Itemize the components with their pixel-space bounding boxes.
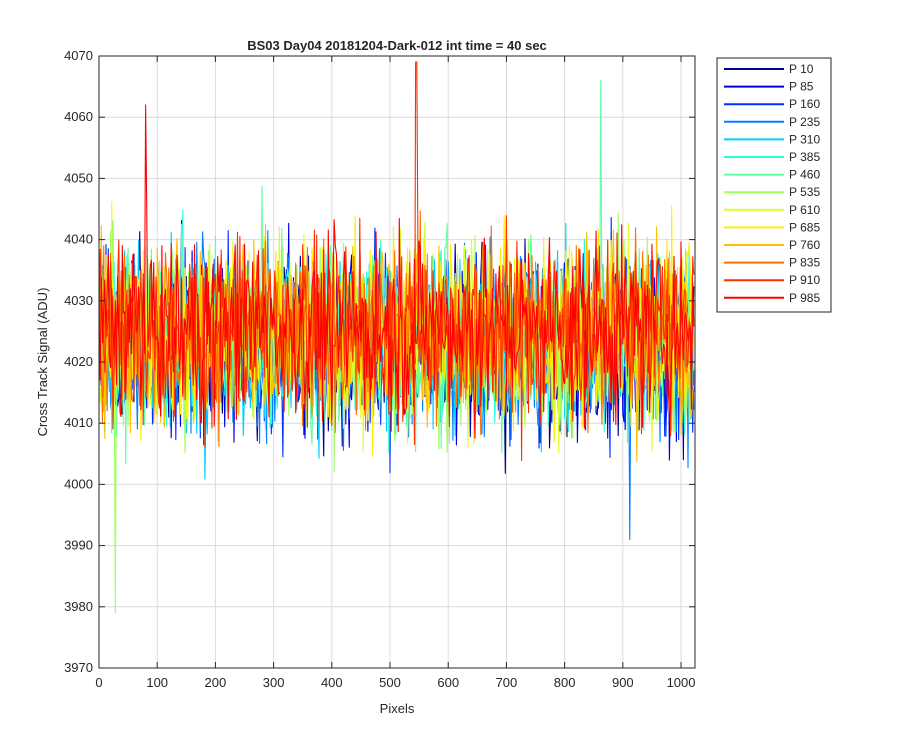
y-tick-label: 4020 [64, 354, 93, 369]
y-tick-label: 4070 [64, 48, 93, 63]
y-tick-label: 4000 [64, 476, 93, 491]
axis-ticks: 0 100 200 300 400 500 600 700 800 900 1000 3970 3980… [64, 48, 695, 690]
y-axis-label: Cross Track Signal (ADU) [35, 288, 50, 437]
series-line-p-835 [98, 210, 695, 447]
series-lines [98, 61, 695, 614]
legend-label: P 985 [789, 291, 820, 305]
x-tick-label: 1000 [667, 675, 696, 690]
x-tick-label: 300 [263, 675, 285, 690]
y-tick-label: 3990 [64, 538, 93, 553]
legend-label: P 685 [789, 220, 820, 234]
x-tick-label: 400 [321, 675, 343, 690]
y-tick-label: 4050 [64, 170, 93, 185]
legend-label: P 310 [789, 132, 820, 146]
y-tick-label: 3970 [64, 660, 93, 675]
legend-label: P 535 [789, 185, 820, 199]
legend-label: P 10 [789, 62, 814, 76]
x-tick-label: 500 [379, 675, 401, 690]
legend-label: P 85 [789, 80, 814, 94]
x-tick-label: 200 [205, 675, 227, 690]
legend-label: P 160 [789, 97, 820, 111]
x-axis-label: Pixels [380, 701, 415, 716]
legend-label: P 235 [789, 115, 820, 129]
legend-label: P 610 [789, 203, 820, 217]
y-tick-label: 4010 [64, 415, 93, 430]
legend-label: P 760 [789, 238, 820, 252]
legend-label: P 910 [789, 273, 820, 287]
x-tick-label: 900 [612, 675, 634, 690]
x-tick-label: 800 [554, 675, 576, 690]
x-tick-label: 600 [437, 675, 459, 690]
chart-title: BS03 Day04 20181204-Dark-012 int time = … [247, 38, 547, 53]
legend-box [716, 57, 832, 313]
legend: P 10 P 85 P 160 P 235 P 310 P 385 P 460 P 535 P … [716, 57, 832, 313]
legend-label: P 460 [789, 168, 820, 182]
legend-label: P 385 [789, 150, 820, 164]
y-tick-label: 4060 [64, 109, 93, 124]
series-line-p-985 [98, 104, 695, 439]
x-tick-label: 0 [95, 675, 102, 690]
y-tick-label: 4040 [64, 232, 93, 247]
x-tick-label: 700 [496, 675, 518, 690]
y-tick-label: 3980 [64, 599, 93, 614]
legend-label: P 835 [789, 256, 820, 270]
y-tick-label: 4030 [64, 293, 93, 308]
x-tick-label: 100 [146, 675, 168, 690]
